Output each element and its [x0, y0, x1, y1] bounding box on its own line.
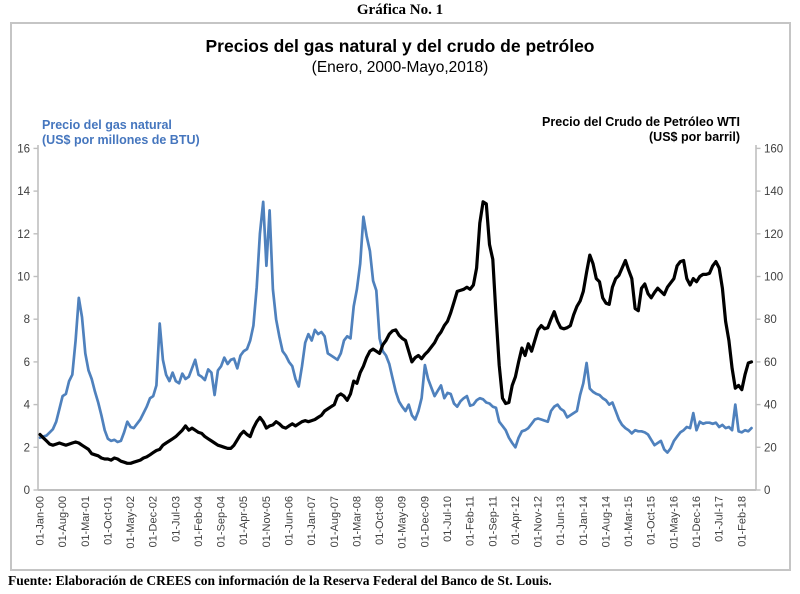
- right-axis-tick-label: 40: [764, 400, 777, 412]
- wti-series-label-line2: (US$ por barril): [649, 129, 740, 144]
- x-axis-tick-label: 01-Apr-12: [510, 496, 522, 545]
- x-axis-tick-label: 01-Oct-08: [374, 496, 386, 545]
- x-axis-tick-label: 01-Oct-15: [646, 496, 658, 545]
- source-note: Fuente: Elaboración de CREES con informa…: [8, 573, 552, 588]
- x-axis-tick-label: 01-Nov-05: [261, 496, 273, 547]
- x-axis-tick-label: 01-Sep-11: [487, 496, 499, 547]
- chart-frame: [10, 22, 791, 571]
- x-axis-tick-label: 01-Jan-07: [306, 496, 318, 546]
- x-axis-tick-label: 01-Aug-07: [329, 496, 341, 547]
- left-axis-tick-label: 14: [17, 186, 30, 198]
- left-axis-tick-label: 6: [24, 357, 30, 369]
- x-axis-tick-label: 01-May-02: [125, 496, 137, 549]
- x-axis-tick-label: 01-Mar-08: [351, 496, 363, 547]
- right-axis-tick-label: 100: [764, 272, 783, 284]
- x-axis-tick-label: 01-Dec-16: [691, 496, 703, 547]
- right-axis-tick-label: 80: [764, 314, 777, 326]
- left-axis-tick-label: 4: [24, 400, 31, 412]
- left-axis-tick-label: 2: [24, 442, 30, 454]
- x-axis-tick-label: 01-Aug-00: [57, 496, 69, 547]
- x-axis-tick-label: 01-Sep-04: [216, 496, 228, 547]
- x-axis-tick-label: 01-Jan-00: [35, 496, 47, 546]
- right-axis-tick-label: 20: [764, 442, 777, 454]
- x-axis-tick-label: 01-Feb-04: [193, 496, 205, 547]
- x-axis-tick-label: 01-May-16: [668, 496, 680, 549]
- x-axis-tick-label: 01-Apr-05: [238, 496, 250, 545]
- x-axis-tick-label: 01-Oct-01: [102, 496, 114, 545]
- x-axis-tick-label: 01-Jul-17: [714, 496, 726, 542]
- x-axis-tick-label: 01-Jul-03: [170, 496, 182, 542]
- gas-series-label: Precio del gas natural (US$ por millones…: [42, 118, 200, 148]
- x-axis-tick-label: 01-Aug-14: [600, 496, 612, 547]
- gas-price-line: [38, 200, 753, 454]
- right-axis-tick-label: 140: [764, 186, 783, 198]
- x-axis-tick-label: 01-Feb-18: [736, 496, 748, 547]
- x-axis-tick-label: 01-Feb-11: [465, 496, 477, 546]
- right-axis-tick-label: 120: [764, 229, 783, 241]
- x-axis-tick-label: 01-Dec-09: [419, 496, 431, 547]
- right-axis-tick-label: 160: [764, 143, 783, 155]
- x-axis-tick-label: 01-Mar-15: [623, 496, 635, 547]
- wti-series-label-line1: Precio del Crudo de Petróleo WTI: [542, 115, 740, 129]
- x-axis-tick-label: 01-Nov-12: [533, 496, 545, 547]
- chart-subtitle: (Enero, 2000-Mayo,2018): [311, 59, 489, 76]
- wti-price-line: [38, 200, 754, 465]
- figure-number-title: Gráfica No. 1: [356, 2, 444, 18]
- chart-title: Precios del gas natural y del crudo de p…: [205, 36, 595, 56]
- x-axis-tick-label: 01-Jan-14: [578, 496, 590, 546]
- left-axis-tick-label: 0: [24, 485, 30, 497]
- left-axis-tick-label: 8: [24, 314, 30, 326]
- x-axis-tick-label: 01-Dec-02: [148, 496, 160, 547]
- x-axis-tick-label: 01-Jun-13: [555, 496, 567, 546]
- gas-series-label-line2: (US$ por millones de BTU): [42, 132, 200, 147]
- x-axis-tick-label: 01-May-09: [397, 496, 409, 549]
- x-axis-tick-label: 01-Jun-06: [284, 496, 296, 546]
- x-axis-tick-label: 01-Jul-10: [442, 496, 454, 542]
- left-axis-tick-label: 10: [17, 272, 30, 284]
- right-axis-tick-label: 60: [764, 357, 777, 369]
- gas-series-label-line1: Precio del gas natural: [42, 118, 172, 132]
- wti-series-label: Precio del Crudo de Petróleo WTI (US$ po…: [542, 115, 740, 145]
- left-axis-tick-label: 12: [17, 229, 30, 241]
- x-axis-tick-label: 01-Mar-01: [80, 496, 92, 547]
- right-axis-tick-label: 0: [764, 485, 770, 497]
- left-axis-tick-label: 16: [17, 143, 30, 155]
